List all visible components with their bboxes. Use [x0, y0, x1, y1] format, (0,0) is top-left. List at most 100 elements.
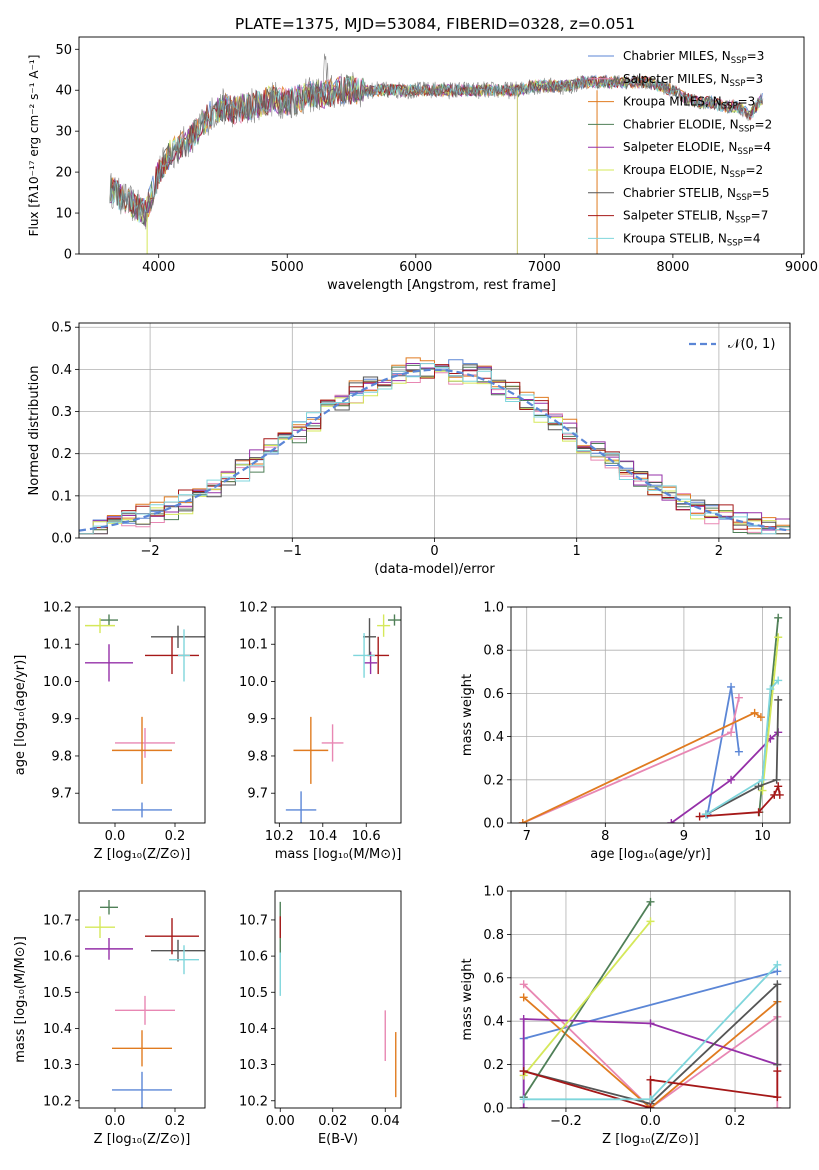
errorbar-point [112, 1071, 172, 1108]
x-tick-label: 0.02 [318, 1114, 347, 1129]
y-tick-label: 0.0 [51, 532, 72, 547]
weight-marker [519, 1095, 528, 1104]
y-axis-label: mass weight [460, 674, 475, 756]
spectrum-lines [109, 53, 764, 254]
age-vs-mass-points [285, 614, 401, 823]
weight-line [705, 679, 779, 816]
weight-marker [754, 782, 763, 791]
y-tick-label: 10.2 [239, 601, 268, 616]
legend-label: Kroupa STELIB, NSSP=4 [623, 231, 761, 248]
weight-marker [646, 917, 655, 926]
x-tick-label: 0 [430, 544, 438, 559]
weight-line [523, 982, 779, 1105]
weight-marker [734, 693, 743, 702]
weight-marker [519, 1015, 528, 1024]
y-tick-label: 10.3 [43, 1058, 72, 1073]
figure-title: PLATE=1375, MJD=53084, FIBERID=0328, z=0… [235, 15, 635, 33]
y-axis-label: Normed distribution [27, 366, 42, 496]
x-axis-label: mass [log₁₀(M/M⊙)] [275, 847, 402, 862]
x-tick-label: 5000 [271, 260, 304, 275]
y-tick-label: 9.8 [51, 749, 72, 764]
axes-frame [78, 606, 206, 824]
observed-spectrum-line [109, 53, 764, 230]
histogram-steps [79, 357, 790, 535]
axes-frame [274, 606, 402, 824]
legend-label: Chabrier MILES, NSSP=3 [623, 49, 764, 66]
weight-marker [775, 790, 784, 799]
weight-marker [734, 747, 743, 756]
x-tick-label: 10.2 [265, 829, 294, 844]
axes-frame [274, 890, 402, 1109]
y-tick-label: 9.7 [247, 787, 268, 802]
errorbar-point [293, 716, 329, 784]
legend-label: 𝒩(0, 1) [728, 337, 775, 352]
y-tick-label: 10.4 [239, 1022, 268, 1037]
legend-label: Chabrier STELIB, NSSP=5 [623, 186, 770, 203]
x-tick-label: 10.6 [352, 829, 381, 844]
weight-marker [773, 960, 782, 969]
mass-vs-Z-points [85, 900, 205, 1108]
errorbar-point [85, 618, 115, 634]
x-tick-label: 1 [573, 544, 581, 559]
weight-line [522, 697, 740, 823]
y-tick-label: 0.5 [51, 321, 72, 336]
y-tick-label: 0.1 [51, 489, 72, 504]
x-tick-label: 8000 [656, 260, 689, 275]
x-tick-label: 0.2 [165, 829, 186, 844]
y-tick-label: 0.4 [51, 363, 72, 378]
age-vs-mass-axes: 10.2 10.4 10.6 9.7 9.8 9.9 10.0 10.1 10.2 mass [l… [239, 601, 402, 862]
age-vs-Z-axes: 0.0 0.2 9.7 9.8 9.9 10.0 10.1 10.2 Z [log₁₀(Z/Z⊙… [13, 601, 206, 862]
weight-marker [772, 775, 781, 784]
y-tick-label: 10.1 [43, 638, 72, 653]
y-axis-label: Flux [fλ10⁻¹⁷ erg cm⁻² s⁻¹ A⁻¹] [27, 55, 41, 237]
weight-vs-age-axes: 7 8 9 10 0.0 0.2 0.4 0.6 0.8 1.0 age [log₁₀(age/yr… [460, 601, 791, 862]
errorbar-point [321, 724, 344, 762]
x-axis-label: wavelength [Angstrom, rest frame] [327, 278, 556, 293]
weight-line [761, 637, 780, 791]
weight-marker [727, 728, 736, 737]
weight-marker [754, 808, 763, 817]
weight-marker [519, 1067, 528, 1076]
weight-marker [758, 786, 767, 795]
weight-marker [773, 1067, 782, 1076]
y-tick-label: 0.4 [483, 730, 504, 745]
mass-vs-Z-axes: 0.0 0.2 10.2 10.3 10.4 10.5 10.6 10.7 Z [log₁₀(Z… [13, 890, 206, 1147]
x-tick-label: 7 [523, 829, 531, 844]
y-tick-label: 1.0 [483, 601, 504, 616]
weight-marker [773, 1093, 782, 1102]
weight-marker [646, 1104, 655, 1108]
y-tick-label: 30 [55, 125, 72, 140]
x-axis-label: E(B-V) [318, 1132, 358, 1147]
x-tick-label: −2 [141, 544, 160, 559]
legend-label: Salpeter MILES, NSSP=3 [623, 72, 763, 89]
y-tick-label: 10.7 [43, 913, 72, 928]
errorbar-point [362, 618, 377, 656]
x-tick-label: 7000 [528, 260, 561, 275]
x-axis-label: Z [log₁₀(Z/Z⊙)] [602, 1132, 699, 1147]
y-tick-label: 9.8 [247, 749, 268, 764]
x-axis-label: age [log₁₀(age/yr)] [590, 847, 711, 862]
x-tick-label: 10.4 [308, 829, 337, 844]
weight-marker [518, 819, 527, 823]
y-tick-label: 10.3 [239, 1058, 268, 1073]
y-tick-label: 0.6 [483, 971, 504, 986]
errorbar-point [151, 939, 205, 962]
y-tick-label: 0.6 [483, 687, 504, 702]
x-tick-label: 0.2 [725, 1114, 746, 1129]
weight-marker [701, 810, 710, 819]
weight-line [522, 711, 762, 823]
errorbar-point [387, 614, 401, 626]
x-tick-label: −0.2 [550, 1114, 582, 1129]
errorbar-point [377, 614, 391, 637]
y-axis-label: mass weight [460, 958, 475, 1040]
x-tick-label: 0.00 [266, 1114, 295, 1129]
weight-line [706, 686, 740, 815]
y-axis-label: age [log₁₀(age/yr)] [13, 655, 28, 776]
errorbar-point [85, 938, 133, 960]
x-tick-label: −1 [283, 544, 302, 559]
y-tick-label: 10.2 [43, 601, 72, 616]
spectrum-legend: Chabrier MILES, NSSP=3 Salpeter MILES, NS… [588, 49, 772, 248]
y-tick-label: 10.5 [43, 986, 72, 1001]
errorbar-point [100, 900, 118, 915]
weight-marker [727, 682, 736, 691]
